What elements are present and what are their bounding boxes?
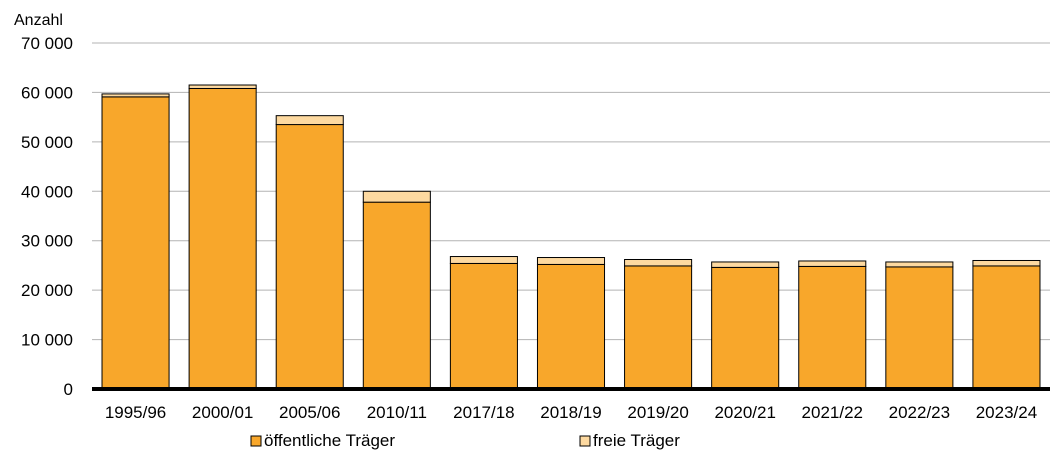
x-tick-label: 2010/11 [367, 403, 427, 422]
x-tick-label: 2005/06 [279, 403, 340, 422]
x-tick-label: 2020/21 [714, 403, 775, 422]
bar-segment-oeffentliche-traeger [188, 87, 257, 390]
bar-segment-oeffentliche-traeger [624, 265, 693, 390]
bars [101, 84, 1041, 390]
y-tick-label: 40 000 [21, 182, 73, 201]
bar-segment-freie-traeger [798, 260, 867, 267]
y-tick-label: 50 000 [21, 133, 73, 152]
x-tick-label: 2017/18 [453, 403, 514, 422]
x-tick-label: 2023/24 [976, 403, 1037, 422]
bar-segment-freie-traeger [711, 261, 780, 268]
x-tick-label: 2021/22 [802, 403, 863, 422]
bar-segment-oeffentliche-traeger [275, 124, 344, 390]
legend: öffentliche Träger freie Träger [250, 431, 680, 450]
legend-label: freie Träger [593, 431, 680, 450]
x-tick-label: 2000/01 [192, 403, 253, 422]
bar-segment-freie-traeger [972, 259, 1041, 267]
legend-swatch [579, 435, 591, 447]
bar-segment-freie-traeger [885, 261, 954, 268]
bar-segment-freie-traeger [275, 115, 344, 126]
x-axis-ticks: 1995/96 2000/01 2005/06 2010/11 2017/18 2018/… [105, 403, 1037, 422]
bar-segment-freie-traeger [188, 84, 257, 89]
bar-segment-oeffentliche-traeger [798, 265, 867, 390]
x-tick-label: 2018/19 [540, 403, 601, 422]
y-tick-label: 60 000 [21, 83, 73, 102]
x-tick-label: 1995/96 [105, 403, 166, 422]
y-tick-label: 20 000 [21, 281, 73, 300]
y-tick-label: 70 000 [21, 34, 73, 53]
x-tick-label: 2022/23 [889, 403, 950, 422]
bar-segment-oeffentliche-traeger [449, 262, 518, 390]
x-tick-label: 2019/20 [627, 403, 688, 422]
y-axis-ticks: 0 10 000 20 000 30 000 40 000 50 000 60 000 70 … [21, 34, 73, 399]
y-tick-label: 10 000 [21, 331, 73, 350]
bar-segment-oeffentliche-traeger [711, 266, 780, 390]
legend-swatch [250, 435, 262, 447]
bar-segment-freie-traeger [449, 256, 518, 264]
bar-segment-freie-traeger [362, 190, 431, 203]
y-tick-label: 30 000 [21, 232, 73, 251]
bar-segment-freie-traeger [536, 257, 606, 265]
bar-segment-oeffentliche-traeger [972, 265, 1041, 390]
bar-segment-oeffentliche-traeger [885, 266, 954, 390]
bar-segment-oeffentliche-traeger [362, 201, 431, 390]
bar-segment-freie-traeger [624, 258, 693, 267]
bar-segment-oeffentliche-traeger [101, 96, 170, 390]
bar-segment-oeffentliche-traeger [536, 263, 606, 390]
y-axis-label: Anzahl [14, 12, 63, 29]
bar-segment-freie-traeger [101, 93, 170, 98]
legend-label: öffentliche Träger [264, 431, 395, 450]
y-tick-label: 0 [64, 380, 73, 399]
